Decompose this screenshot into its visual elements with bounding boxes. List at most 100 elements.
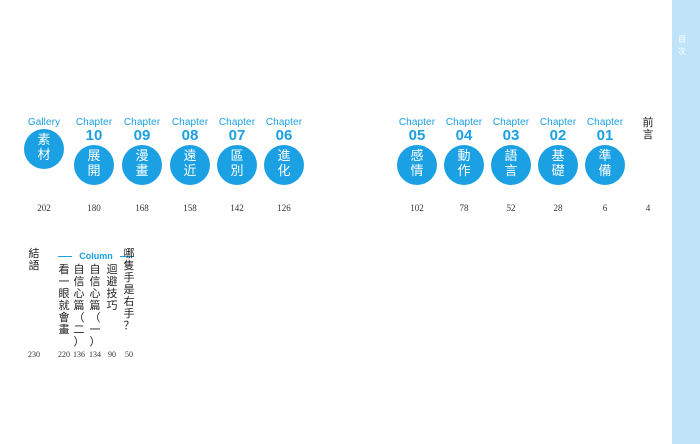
chapter-gallery[interactable]: Gallery 素 材: [20, 117, 68, 169]
chapter-badge: 基 礎: [538, 145, 578, 185]
entry-char: 一: [89, 323, 101, 336]
chapter-label: Chapter: [398, 117, 436, 128]
entry-char: 信: [89, 275, 101, 288]
page-number: 90: [108, 350, 116, 359]
chapter-05[interactable]: Chapter 05 感 情: [393, 117, 441, 185]
chapter-06[interactable]: Chapter 06 進 化: [260, 117, 308, 185]
badge-char: 化: [277, 164, 291, 179]
entry-char: 篇: [73, 299, 85, 312]
preface-entry[interactable]: 前 言: [642, 117, 654, 141]
side-label-char: 目: [678, 35, 686, 44]
page-number: 202: [37, 203, 51, 213]
entry-char: 語: [28, 259, 40, 272]
badge-char: 漫: [135, 149, 149, 164]
entry-char: 一: [58, 275, 70, 288]
entry-char: 畫: [58, 323, 70, 336]
chapter-09[interactable]: Chapter 09 漫 畫: [118, 117, 166, 185]
page-number: 78: [459, 203, 469, 213]
entry-char: 避: [106, 275, 118, 288]
chapter-03[interactable]: Chapter 03 語 言: [487, 117, 535, 185]
chapter-badge: 展 開: [74, 145, 114, 185]
side-label-char: 次: [678, 47, 686, 56]
side-index-label: 目 次: [677, 34, 687, 58]
badge-char: 開: [87, 164, 101, 179]
badge-char: 展: [87, 149, 101, 164]
badge-char: 基: [551, 149, 565, 164]
entry-char: （: [89, 311, 101, 324]
chapter-number: 07: [228, 127, 246, 144]
page-number: 102: [410, 203, 424, 213]
column-rule: [58, 256, 72, 257]
side-index-band: [672, 0, 700, 444]
chapter-number: 08: [181, 127, 199, 144]
entry-char: ）: [89, 335, 101, 348]
chapter-badge: 準 備: [585, 145, 625, 185]
entry-char: 是: [123, 283, 135, 296]
chapter-08[interactable]: Chapter 08 遠 近: [166, 117, 214, 185]
vertical-entry-column[interactable]: 自 信 心 篇 （ 一 ）: [89, 264, 101, 348]
entry-char: 結: [28, 247, 40, 260]
column-title: Column: [79, 251, 113, 261]
page-number: 230: [28, 350, 40, 359]
badge-char: 備: [598, 164, 612, 179]
column-header: Column: [58, 250, 134, 262]
entry-char: 迴: [106, 263, 118, 276]
chapter-number: 03: [502, 127, 520, 144]
chapter-badge: 遠 近: [170, 145, 210, 185]
column-rule: [120, 256, 134, 257]
chapter-label: Chapter: [445, 117, 483, 128]
preface-char: 言: [642, 128, 654, 141]
entry-char: 自: [89, 263, 101, 276]
page-number: 180: [87, 203, 101, 213]
chapter-number: 05: [408, 127, 426, 144]
page-number: 6: [602, 203, 608, 213]
entry-char: 巧: [106, 299, 118, 312]
chapter-07[interactable]: Chapter 07 區 別: [213, 117, 261, 185]
chapter-number: 06: [275, 127, 293, 144]
vertical-entry-column[interactable]: 迴 避 技 巧: [106, 264, 118, 312]
badge-char: 材: [37, 148, 51, 163]
page-number: 28: [553, 203, 563, 213]
page-number: 142: [230, 203, 244, 213]
page-number: 220: [58, 350, 70, 359]
preface-char: 前: [642, 116, 654, 129]
page-number: 126: [277, 203, 291, 213]
entry-char: 技: [106, 287, 118, 300]
badge-char: 素: [37, 133, 51, 148]
entry-char: 哪: [123, 247, 135, 260]
chapter-badge: 素 材: [24, 129, 64, 169]
chapter-04[interactable]: Chapter 04 動 作: [440, 117, 488, 185]
entry-char: 手: [123, 307, 135, 320]
chapter-number: 02: [549, 127, 567, 144]
chapter-badge: 漫 畫: [122, 145, 162, 185]
chapter-label: Chapter: [492, 117, 530, 128]
chapter-number: 09: [133, 127, 151, 144]
badge-char: 感: [410, 149, 424, 164]
chapter-label: Chapter: [539, 117, 577, 128]
badge-char: 區: [230, 149, 244, 164]
badge-char: 別: [230, 164, 244, 179]
vertical-entry-right-hand[interactable]: 哪 隻 手 是 右 手 ？: [123, 248, 135, 332]
chapter-badge: 進 化: [264, 145, 304, 185]
entry-char: 手: [123, 271, 135, 284]
badge-char: 動: [457, 149, 471, 164]
entry-char: 右: [123, 295, 135, 308]
vertical-entry-column[interactable]: 看 一 眼 就 會 畫: [58, 264, 70, 336]
vertical-entry-column[interactable]: 自 信 心 篇 （ 二 ）: [73, 264, 85, 348]
badge-char: 畫: [135, 164, 149, 179]
entry-char: 篇: [89, 299, 101, 312]
chapter-10[interactable]: Chapter 10 展 開: [70, 117, 118, 185]
page-number: 168: [135, 203, 149, 213]
entry-char: 心: [89, 287, 101, 300]
chapter-01[interactable]: Chapter 01 準 備: [581, 117, 629, 185]
chapter-02[interactable]: Chapter 02 基 礎: [534, 117, 582, 185]
entry-char: 會: [58, 311, 70, 324]
page-number: 52: [506, 203, 516, 213]
entry-char: 心: [73, 287, 85, 300]
vertical-entry-ending[interactable]: 結 語: [28, 248, 40, 272]
badge-char: 情: [410, 164, 424, 179]
chapter-badge: 區 別: [217, 145, 257, 185]
badge-char: 進: [277, 149, 291, 164]
page-number: 158: [183, 203, 197, 213]
page-number: 4: [645, 203, 651, 213]
